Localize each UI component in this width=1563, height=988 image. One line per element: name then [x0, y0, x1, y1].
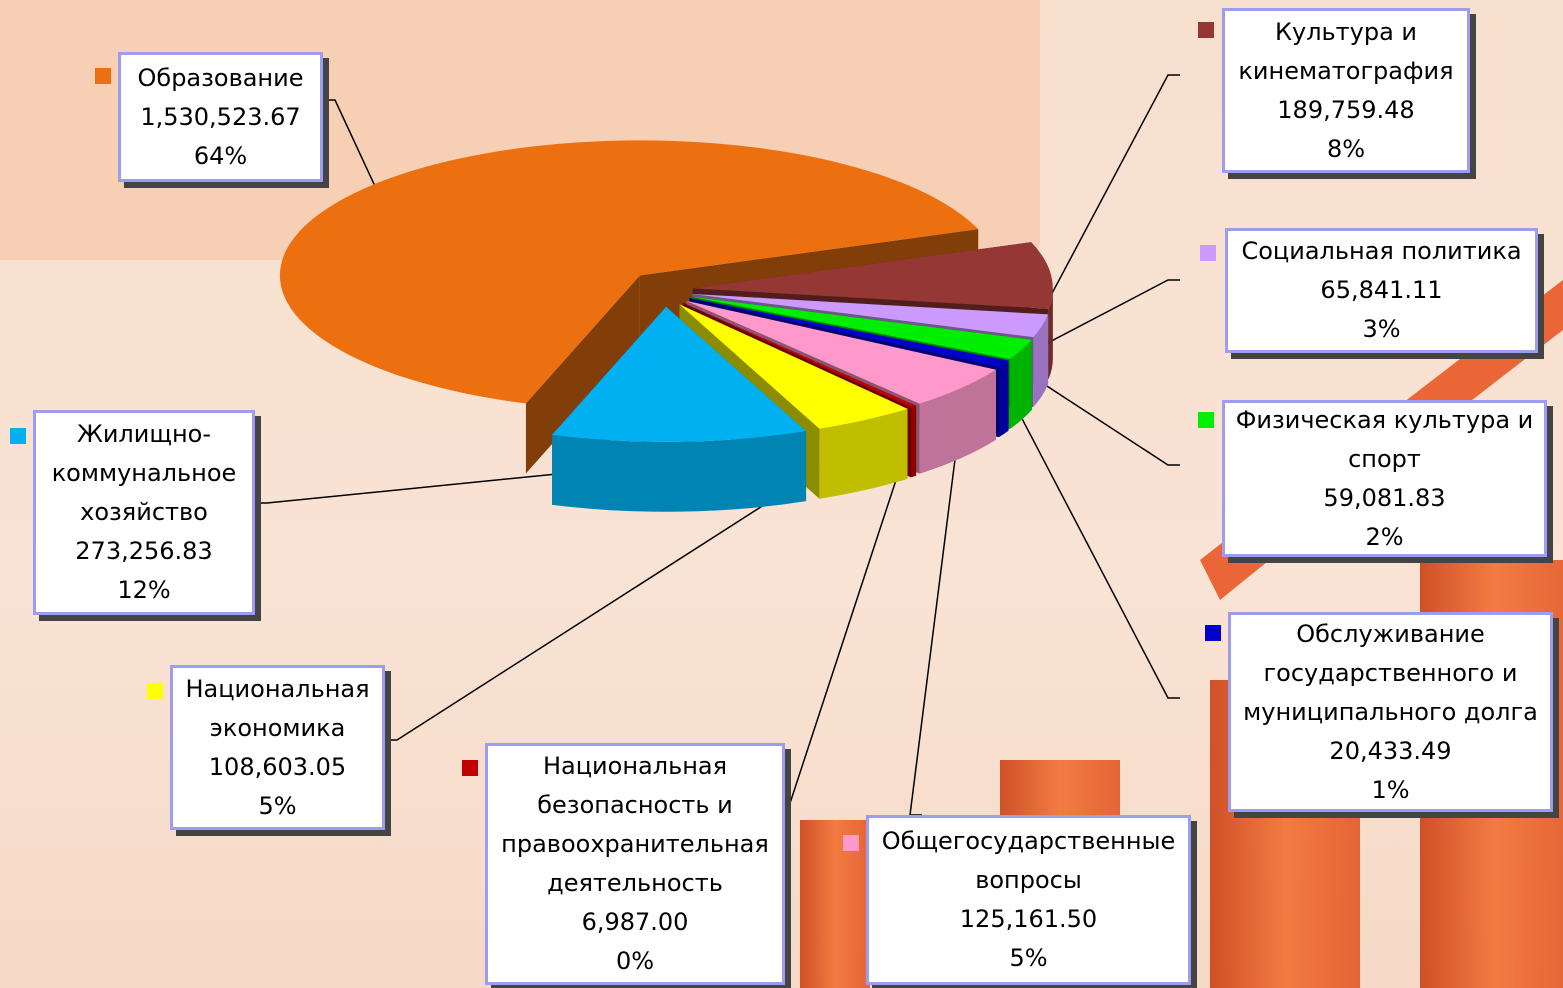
value-label: 59,081.83 [1323, 483, 1446, 512]
data-label-box: Физическая культура и спорт 59,081.83 2% [1222, 400, 1547, 557]
value-label: 8% [1326, 134, 1366, 163]
value-label: 273,256.83 [75, 537, 213, 565]
leader-line [323, 99, 383, 202]
leader-line [385, 439, 866, 741]
slice-top [692, 293, 1049, 338]
value-label: 65,841.11 [1320, 276, 1443, 304]
category-label: Общегосударственные вопросы [881, 827, 1176, 894]
data-label-box: Обслуживание государственного и муниципа… [1228, 612, 1553, 812]
slice-side [911, 405, 917, 478]
category-label: Обслуживание государственного и муниципа… [1243, 619, 1538, 726]
data-label-box: Образование 1,530,523.67 64% [118, 52, 323, 182]
value-label: 189,759.48 [1277, 95, 1415, 124]
value-label: 3% [1362, 315, 1401, 343]
slice-cut-face [525, 275, 640, 474]
slice [552, 306, 807, 512]
value-label: 1,530,523.67 [140, 102, 301, 131]
slice-top [682, 302, 917, 408]
legend-swatch [1198, 22, 1214, 38]
slice-side [819, 408, 908, 499]
data-label-box: Национальная безопасность и правоохранит… [485, 743, 785, 985]
legend-swatch [10, 428, 26, 444]
legend-swatch [1205, 625, 1221, 641]
category-label: Национальная экономика [185, 674, 370, 742]
value-label: 5% [1009, 944, 1048, 972]
value-label: 108,603.05 [208, 752, 347, 781]
slice-top [690, 296, 1032, 360]
category-label: Национальная безопасность и правоохранит… [501, 752, 769, 897]
category-label: Культура и кинематография [1238, 17, 1454, 85]
slice-top [679, 304, 908, 429]
value-label: 2% [1365, 522, 1404, 551]
data-label-box: Национальная экономика 108,603.05 5% [170, 665, 385, 830]
value-label: 20,433.49 [1329, 736, 1452, 765]
data-label-box: Социальная политика 65,841.11 3% [1225, 228, 1538, 353]
value-label: 1% [1371, 775, 1410, 804]
legend-swatch [843, 835, 859, 851]
data-label-box: Жилищно-коммунальное хозяйство 273,256.83… [33, 410, 255, 615]
legend-swatch [147, 683, 163, 699]
value-label: 12% [117, 576, 171, 604]
legend-swatch [1198, 412, 1214, 428]
value-label: 6,987.00 [581, 908, 689, 936]
slice-side [1048, 288, 1053, 379]
leader-line [1021, 369, 1180, 466]
data-label-box: Общегосударственные вопросы 125,161.50 5% [866, 815, 1191, 985]
slice-side [552, 431, 807, 512]
data-label-box: Культура и кинематография 189,759.48 8% [1222, 8, 1470, 173]
legend-swatch [462, 760, 478, 776]
category-label: Жилищно-коммунальное хозяйство [51, 420, 237, 526]
category-label: Образование [137, 63, 304, 92]
legend-swatch [95, 68, 111, 84]
value-label: 5% [258, 791, 297, 820]
slice-side [999, 360, 1009, 438]
slice-top [686, 300, 996, 404]
category-label: Физическая культура и спорт [1235, 405, 1534, 473]
slice-top [552, 306, 807, 442]
slice-top [689, 298, 1009, 368]
slice-side [1033, 314, 1049, 408]
leader-line [1050, 74, 1180, 296]
value-label: 125,161.50 [959, 905, 1098, 933]
leader-line [1041, 279, 1180, 347]
value-label: 64% [193, 141, 248, 170]
slice-side [1009, 339, 1032, 430]
slice-top [279, 140, 979, 404]
pie [279, 140, 1053, 512]
value-label: 0% [615, 947, 655, 975]
legend-swatch [1200, 245, 1216, 261]
category-label: Социальная политика [1241, 237, 1522, 265]
leader-line [1003, 383, 1180, 699]
slice-top [692, 242, 1053, 309]
slice-side [919, 369, 996, 474]
leader-line [255, 460, 681, 504]
